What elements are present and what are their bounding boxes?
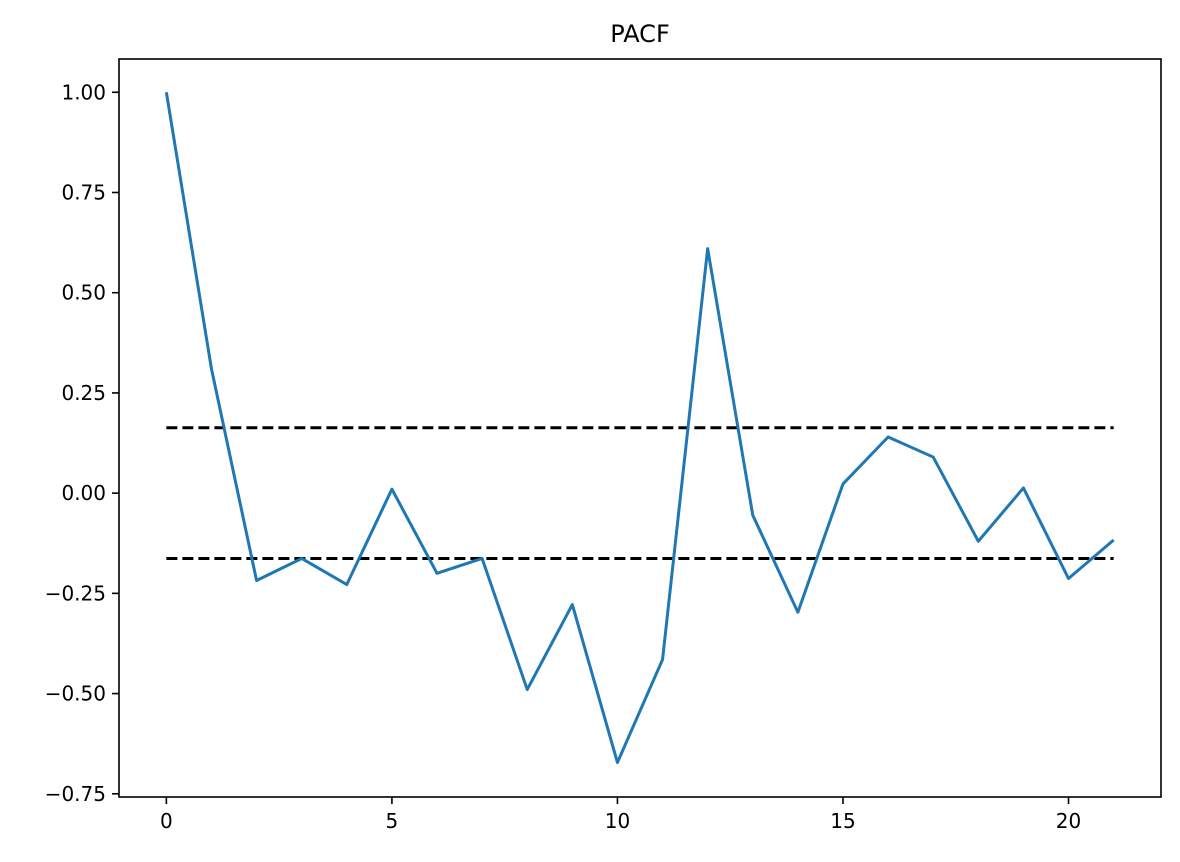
x-tick-label: 20 <box>1056 809 1081 833</box>
y-tick-label: 0.25 <box>61 381 106 405</box>
x-tick-label: 5 <box>386 809 399 833</box>
x-tick-label: 0 <box>160 809 173 833</box>
y-tick-label: −0.75 <box>45 782 106 806</box>
plot-frame <box>118 58 1162 798</box>
y-tick-label: 0.00 <box>61 481 106 505</box>
x-axis: 0 5 10 15 20 <box>160 797 1081 833</box>
y-axis: 1.00 0.75 0.50 0.25 0.00 −0.25 −0.50 −0.75 <box>45 80 119 806</box>
x-tick-label: 15 <box>830 809 855 833</box>
chart-title: PACF <box>610 20 670 48</box>
y-tick-label: 0.50 <box>61 281 106 305</box>
pacf-series-line <box>164 92 1115 765</box>
y-tick-label: −0.25 <box>45 581 106 605</box>
y-tick-label: 0.75 <box>61 180 106 204</box>
y-tick-label: 1.00 <box>61 80 106 104</box>
x-tick-label: 10 <box>605 809 630 833</box>
plot-area <box>164 92 1115 765</box>
y-tick-label: −0.50 <box>45 682 106 706</box>
